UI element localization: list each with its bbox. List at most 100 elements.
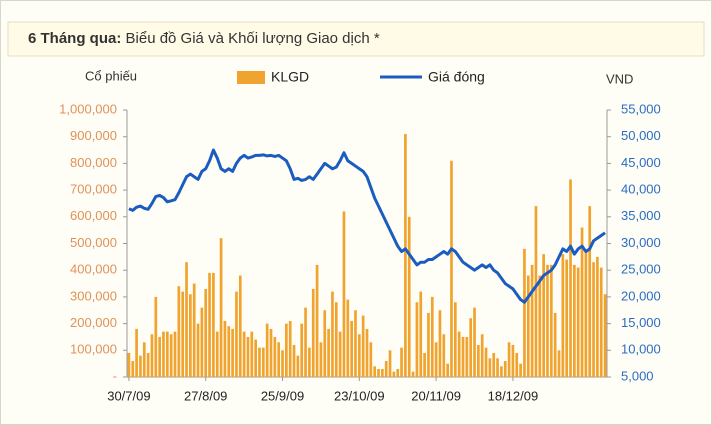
bar [484, 347, 488, 377]
bar [354, 310, 357, 377]
bar [311, 288, 315, 377]
bar [334, 302, 338, 377]
bar [588, 206, 592, 377]
bar [549, 264, 553, 377]
bar [404, 134, 407, 377]
bar [238, 275, 242, 377]
x-tick-label: 30/7/09 [107, 388, 150, 403]
bar [365, 328, 369, 377]
bar [384, 360, 388, 377]
bar [265, 323, 269, 377]
bar [192, 283, 196, 377]
bar [142, 342, 146, 377]
bar [189, 294, 192, 377]
bar [450, 160, 453, 377]
bar [469, 318, 473, 377]
bar [603, 294, 607, 377]
bar [208, 272, 211, 377]
x-tick-label: 27/8/09 [184, 388, 227, 403]
bar [181, 291, 185, 377]
bar [507, 342, 511, 377]
y-tick-label: 600,000 [70, 208, 117, 223]
y-tick-label: 300,000 [70, 288, 117, 303]
bar [304, 307, 307, 377]
y-tick-label: 500,000 [70, 235, 117, 250]
bar [461, 336, 465, 377]
bar [158, 336, 161, 377]
bar [350, 320, 353, 377]
x-tick-label: 23/10/09 [334, 388, 385, 403]
legend-label: KLGD [271, 69, 309, 85]
bar [261, 347, 265, 377]
y-tick-label: - [113, 368, 117, 383]
bar [427, 312, 430, 377]
bar [154, 296, 158, 377]
header [7, 21, 705, 57]
bar [361, 315, 365, 377]
bar [526, 275, 530, 377]
bar [388, 350, 392, 377]
chart-subtitle: Biểu đồ Giá và Khối lượng Giao dịch * [126, 30, 380, 47]
bar [592, 262, 595, 377]
y2-tick-label: 35,000 [621, 208, 661, 223]
bar [580, 227, 584, 377]
bar [127, 352, 131, 377]
price-line [128, 148, 606, 304]
bar [288, 320, 292, 377]
bar [162, 331, 165, 377]
bar [131, 360, 135, 377]
bar [457, 331, 461, 377]
bar [411, 371, 415, 377]
bar [515, 352, 519, 377]
legend-swatch [237, 71, 265, 84]
bar [430, 296, 434, 377]
bar [473, 307, 476, 377]
bar [538, 275, 542, 377]
bar [165, 331, 169, 377]
bar [423, 352, 426, 377]
legend-label: Giá đóng [428, 69, 485, 85]
bar [150, 334, 154, 377]
bar [381, 368, 384, 377]
y2-tick-label: 10,000 [621, 342, 661, 357]
bar [534, 206, 538, 377]
bar [177, 286, 181, 377]
bar [227, 326, 231, 377]
bar [281, 350, 284, 377]
bar [434, 342, 438, 377]
y-tick-label: 800,000 [70, 155, 117, 170]
bar [511, 344, 515, 377]
bar [561, 254, 565, 377]
bar [242, 331, 246, 377]
bar [139, 355, 142, 377]
bar [215, 331, 219, 377]
bar [407, 216, 411, 377]
bar [557, 350, 561, 377]
bar [542, 254, 545, 377]
bar [285, 323, 288, 377]
bar [453, 302, 457, 377]
x-tick-label: 25/9/09 [261, 388, 304, 403]
bar [231, 328, 234, 377]
bar [519, 363, 522, 377]
bar [273, 336, 277, 377]
chart-title-group: 6 Tháng qua: Biểu đồ Giá và Khối lượng G… [28, 30, 380, 47]
chart-title: 6 Tháng qua: [28, 30, 121, 47]
bar [400, 347, 403, 377]
bar [327, 328, 330, 377]
bar [169, 334, 173, 377]
y2-tick-label: 25,000 [621, 262, 661, 277]
y-tick-label: 200,000 [70, 315, 117, 330]
bar [258, 347, 261, 377]
y2-tick-label: 55,000 [621, 101, 661, 116]
y2-tick-label: 40,000 [621, 182, 661, 197]
bar [530, 264, 534, 377]
bar [419, 291, 423, 377]
y2-tick-label: 20,000 [621, 288, 661, 303]
bar [331, 291, 334, 377]
bar [500, 366, 503, 377]
bar [492, 352, 496, 377]
bar [477, 344, 480, 377]
bar [269, 328, 273, 377]
